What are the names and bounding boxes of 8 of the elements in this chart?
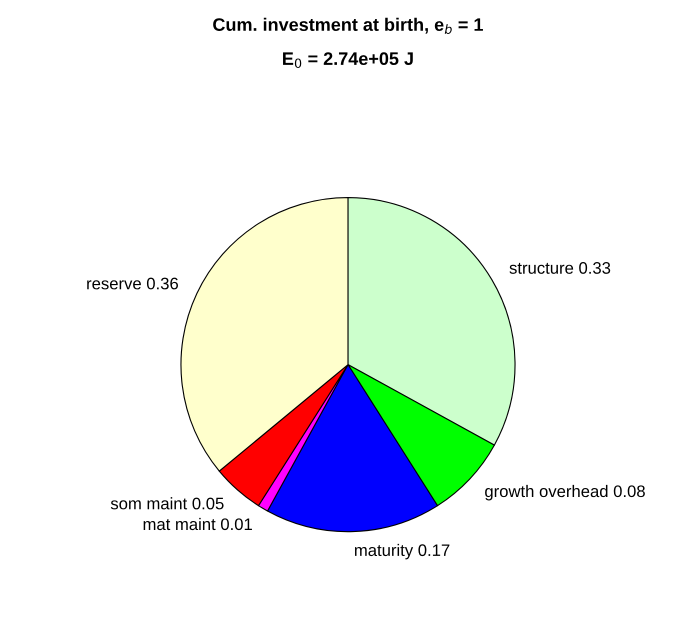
slice-label: maturity 0.17 [354, 544, 450, 560]
slice-label: mat maint 0.01 [144, 518, 252, 530]
slice-label: growth overhead 0.08 [485, 484, 645, 500]
chart-title: Cum. investment at birth, e$_{b}$ = 1 [213, 18, 483, 34]
chart-subtitle: E$_{0}$ = 2.74e+05 J [283, 52, 413, 68]
slice-label: som maint 0.05 [110, 497, 224, 510]
slice-label: structure 0.33 [509, 262, 610, 274]
slice-label: reserve 0.36 [87, 278, 178, 290]
